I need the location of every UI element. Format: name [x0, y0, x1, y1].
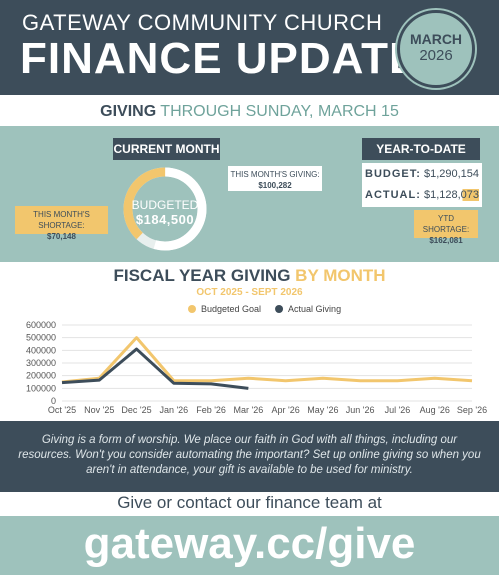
- shortage-value: $70,148: [47, 232, 76, 241]
- legend-swatch: [275, 305, 284, 313]
- y-tick-label: 200000: [26, 371, 56, 381]
- series-line: [61, 336, 473, 384]
- cta-lead: Give or contact our finance team at: [117, 493, 382, 512]
- page-title: FINANCE UPDATE: [20, 34, 420, 83]
- budget-label: BUDGETED: [131, 198, 199, 212]
- ytd-shortage-label: YTD SHORTAGE:: [422, 214, 470, 234]
- x-tick-label: Jun '26: [346, 405, 375, 415]
- shortage-label: THIS MONTH'S SHORTAGE:: [33, 210, 90, 230]
- badge-month: MARCH: [409, 31, 463, 47]
- ytd-actual: $1,128,073: [423, 189, 480, 201]
- date-badge: MARCH 2026: [397, 10, 475, 88]
- ytd-shortage: $162,081: [429, 236, 463, 245]
- banner-rest: THROUGH SUNDAY, MARCH 15: [160, 103, 399, 120]
- legend-label: Budgeted Goal: [201, 304, 261, 314]
- x-tick-label: Apr '26: [272, 405, 300, 415]
- chart-title-accent: BY MONTH: [295, 266, 386, 285]
- x-tick-label: Sep '26: [457, 405, 487, 415]
- x-tick-label: Dec '25: [121, 405, 151, 415]
- y-tick-label: 600000: [26, 320, 56, 330]
- summary-section: CURRENT MONTH BUDGETED $184,500 THIS MON…: [0, 126, 499, 262]
- x-tick-label: Feb '26: [196, 405, 226, 415]
- cta-url[interactable]: gateway.cc/give: [0, 516, 499, 575]
- badge-year: 2026: [419, 47, 453, 64]
- ytd-actual-row: ACTUAL: $1,128,073: [365, 189, 480, 201]
- ytd-label: YEAR-TO-DATE: [362, 138, 480, 160]
- ytd-box: BUDGET: $1,290,154 ACTUAL: $1,128,073: [362, 163, 482, 207]
- ytd-actual-label: ACTUAL:: [365, 189, 421, 201]
- y-tick-label: 500000: [26, 333, 56, 343]
- message: Giving is a form of worship. We place ou…: [18, 434, 481, 476]
- y-tick-label: 0: [51, 396, 56, 406]
- chart-subtitle: OCT 2025 - SEPT 2026: [196, 287, 303, 298]
- giving-label: THIS MONTH'S GIVING:: [230, 170, 320, 179]
- ytd-shortage-callout: YTD SHORTAGE: $162,081: [414, 210, 478, 245]
- banner-lead: GIVING: [100, 103, 157, 120]
- x-tick-label: Jul '26: [385, 405, 411, 415]
- giving-callout: THIS MONTH'S GIVING: $100,282: [228, 166, 322, 191]
- budget-value: $184,500: [135, 212, 195, 227]
- series-line: [61, 347, 249, 390]
- chart-title-lead: FISCAL YEAR GIVING: [113, 266, 291, 285]
- giving-value: $100,282: [258, 181, 292, 190]
- y-tick-label: 400000: [26, 345, 56, 355]
- x-tick-label: Aug '26: [420, 405, 450, 415]
- header: GATEWAY COMMUNITY CHURCH FINANCE UPDATE …: [0, 0, 499, 95]
- x-tick-label: Mar '26: [233, 405, 263, 415]
- legend-label: Actual Giving: [288, 304, 341, 314]
- giving-banner: GIVING THROUGH SUNDAY, MARCH 15: [0, 100, 499, 124]
- x-tick-label: Oct '25: [48, 405, 76, 415]
- org-name: GATEWAY COMMUNITY CHURCH: [22, 10, 383, 35]
- shortage-arc: [123, 167, 207, 251]
- x-tick-label: May '26: [307, 405, 338, 415]
- current-month-label: CURRENT MONTH: [113, 138, 220, 160]
- shortage-callout: THIS MONTH'S SHORTAGE: $70,148: [15, 206, 108, 241]
- message-section: Giving is a form of worship. We place ou…: [0, 421, 499, 492]
- ytd-budget: $1,290,154: [423, 168, 480, 180]
- chart-title: FISCAL YEAR GIVING BY MONTH: [0, 266, 499, 286]
- donut-center: BUDGETED $184,500: [125, 198, 205, 227]
- x-tick-label: Jan '26: [159, 405, 188, 415]
- y-tick-label: 100000: [26, 383, 56, 393]
- y-tick-label: 300000: [26, 358, 56, 368]
- ytd-budget-label: BUDGET:: [365, 168, 421, 180]
- ytd-budget-row: BUDGET: $1,290,154: [365, 168, 479, 180]
- x-tick-label: Nov '25: [84, 405, 114, 415]
- legend-swatch: [188, 305, 196, 313]
- donut: [123, 167, 207, 251]
- chart: 0 100000 200000 300000 400000 500000 600000 Oct…: [26, 304, 487, 415]
